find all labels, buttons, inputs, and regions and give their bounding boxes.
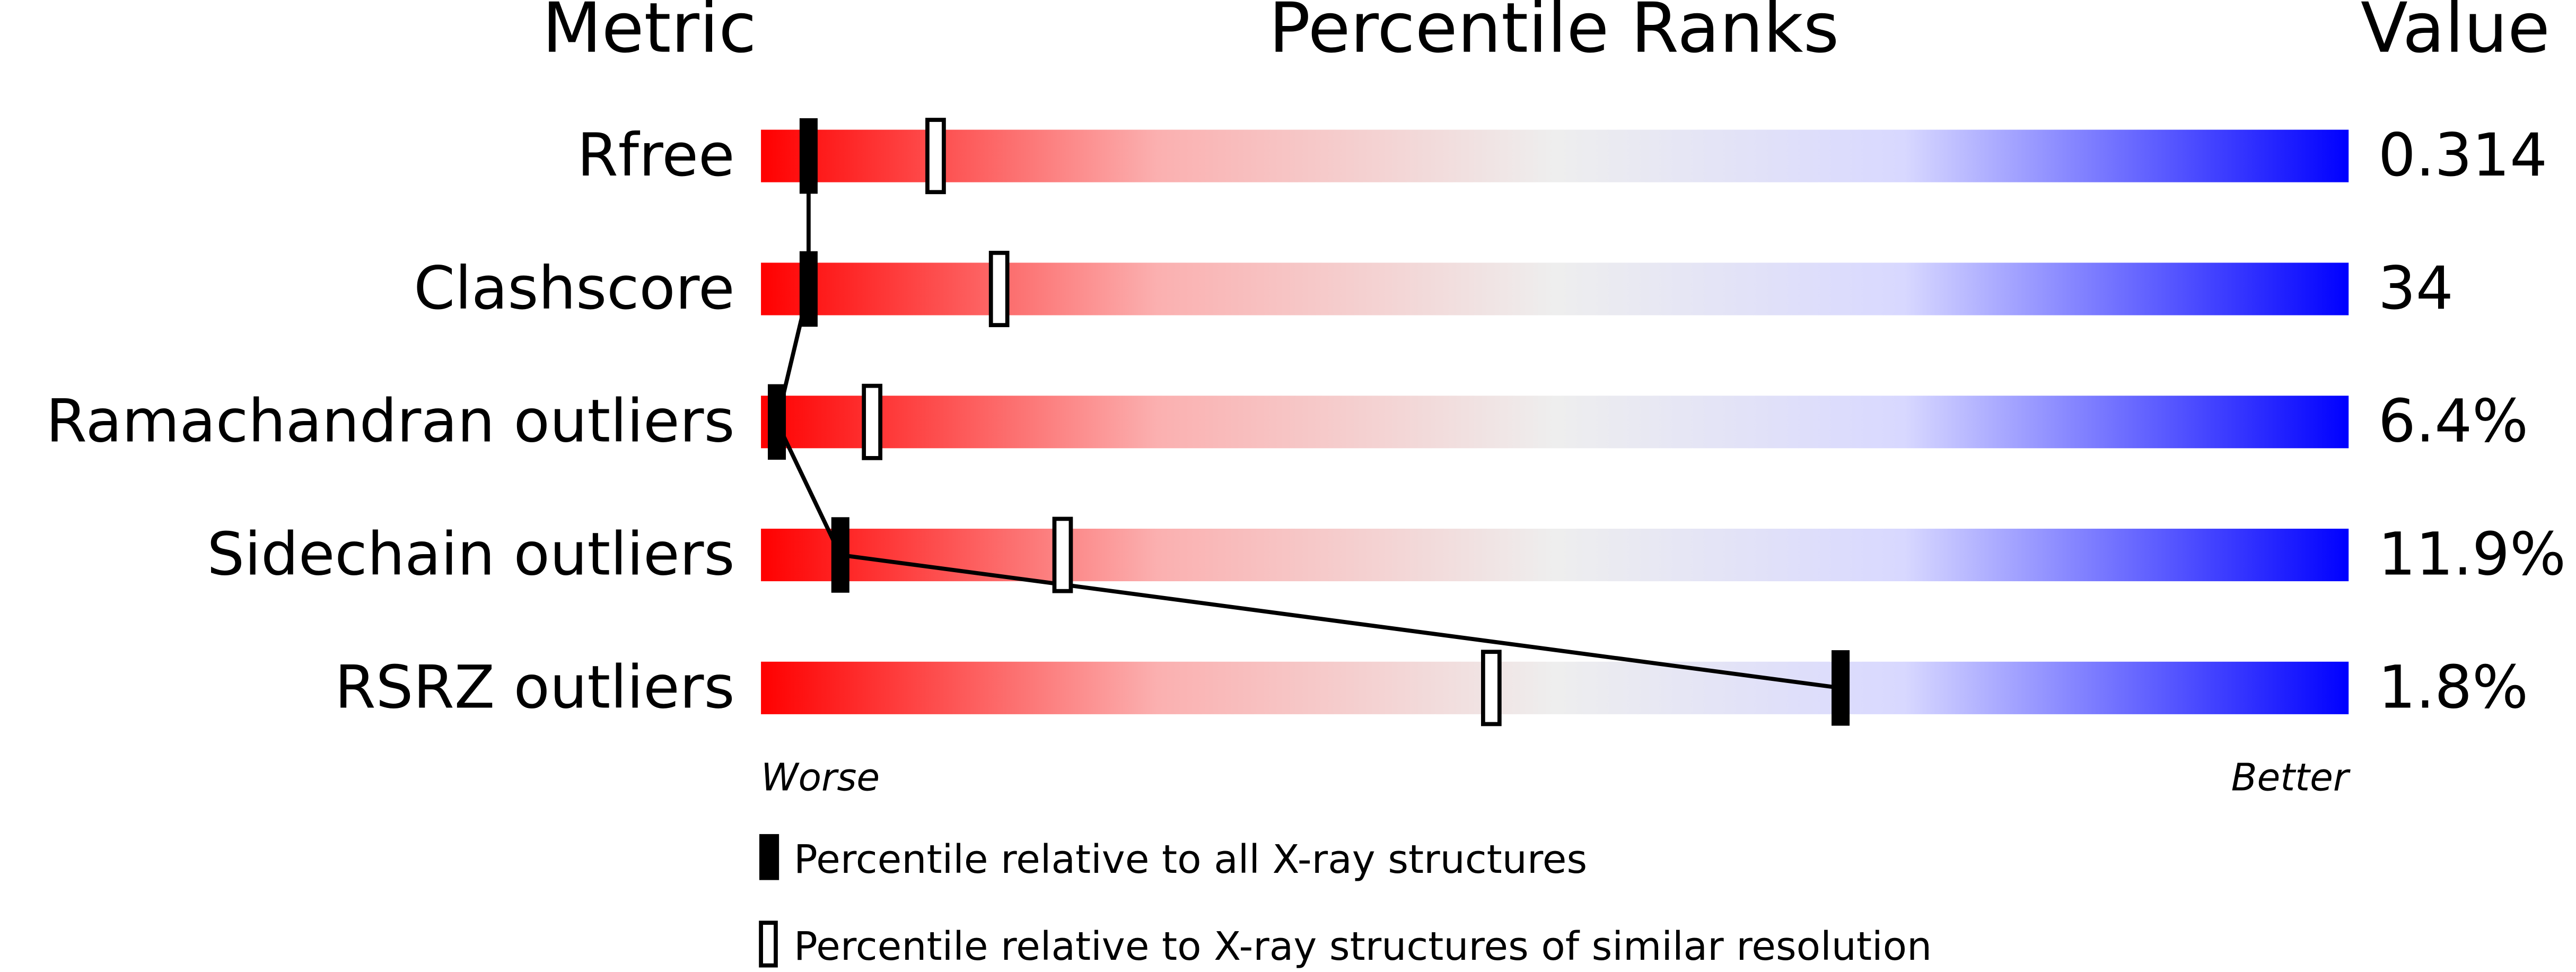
metric-value: 1.8% — [2378, 653, 2528, 722]
header: Value — [2361, 0, 2550, 68]
metric-label: RSRZ outliers — [335, 653, 734, 722]
absolute-marker — [799, 118, 818, 194]
absolute-marker — [768, 384, 786, 460]
absolute-marker — [831, 517, 849, 593]
relative-marker — [925, 118, 946, 195]
relative-marker — [1481, 650, 1502, 726]
axis-end-label: Worse — [761, 755, 880, 799]
legend-swatch — [759, 834, 779, 880]
metric-label: Clashscore — [414, 255, 734, 323]
legend-label: Percentile relative to X-ray structures … — [794, 923, 1932, 969]
relative-marker — [988, 250, 1010, 327]
metric-value: 6.4% — [2378, 388, 2528, 456]
percentile-bar — [761, 529, 2349, 582]
header: Percentile Ranks — [1269, 0, 1839, 68]
percentile-bar — [761, 396, 2349, 449]
percentile-bar — [761, 262, 2349, 316]
metric-label: Sidechain outliers — [207, 520, 734, 589]
relative-marker — [862, 383, 883, 460]
metric-label: Rfree — [577, 121, 734, 190]
metric-value: 34 — [2378, 255, 2454, 323]
metric-value: 11.9% — [2378, 520, 2566, 589]
metric-value: 0.314 — [2378, 121, 2547, 190]
metric-label: Ramachandran outliers — [46, 388, 735, 456]
percentile-bar — [761, 661, 2349, 714]
absolute-marker — [799, 251, 818, 327]
absolute-marker — [1832, 650, 1850, 726]
legend-swatch — [759, 921, 778, 968]
relative-marker — [1052, 516, 1073, 593]
legend-label: Percentile relative to all X-ray structu… — [794, 836, 1587, 882]
axis-end-label: Better — [2231, 755, 2351, 799]
percentile-bar — [761, 129, 2349, 182]
header: Metric — [542, 0, 756, 68]
